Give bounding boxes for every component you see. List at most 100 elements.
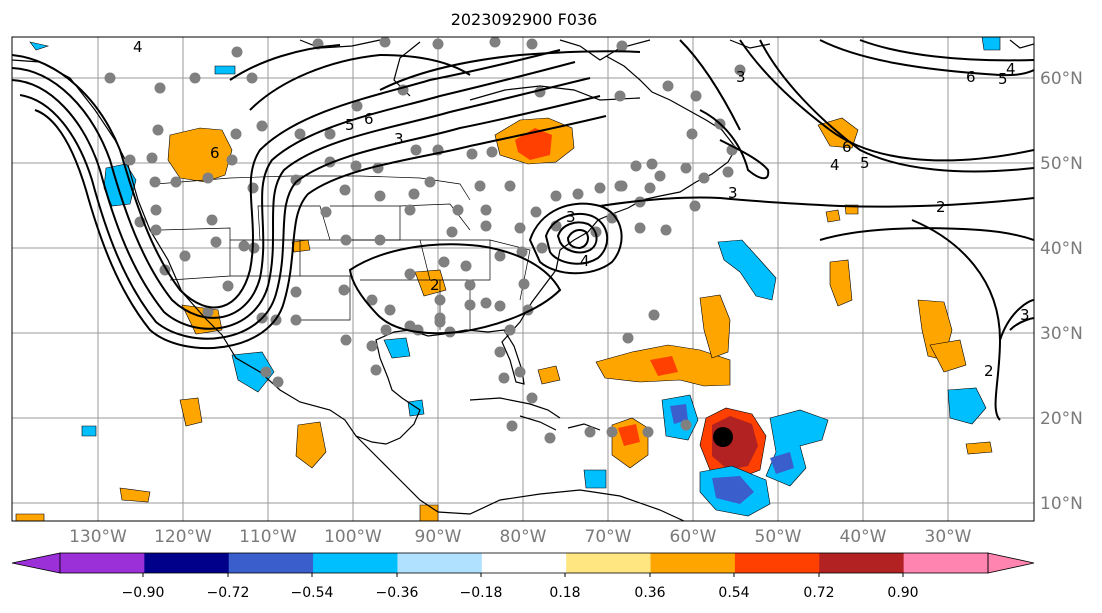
station-marker xyxy=(366,294,378,306)
station-marker xyxy=(494,250,506,262)
longitude-label: 70°W xyxy=(585,527,632,547)
latitude-label: 50°N xyxy=(1040,154,1083,174)
station-marker xyxy=(494,300,506,312)
station-marker xyxy=(594,182,606,194)
station-marker xyxy=(294,128,306,140)
station-marker xyxy=(434,294,446,306)
contour-label: 5 xyxy=(860,154,870,172)
station-marker xyxy=(410,144,422,156)
colorbar-tick-label: 0.90 xyxy=(887,585,918,601)
latitude-label: 60°N xyxy=(1040,69,1083,89)
station-marker xyxy=(408,188,420,200)
station-marker xyxy=(350,160,362,172)
station-marker xyxy=(474,180,486,192)
colorbar-frame xyxy=(59,552,989,574)
station-marker xyxy=(550,190,562,202)
station-marker xyxy=(379,37,391,48)
station-marker xyxy=(634,196,646,208)
colorbar-extend-max xyxy=(987,552,1035,574)
colorbar-segment xyxy=(60,553,145,573)
map-frame xyxy=(11,36,1035,522)
station-marker xyxy=(146,152,158,164)
station-marker xyxy=(516,246,528,258)
station-marker xyxy=(226,154,238,166)
station-marker xyxy=(248,242,260,254)
station-marker xyxy=(622,332,634,344)
latitude-label: 20°N xyxy=(1040,409,1083,429)
colorbar-segment xyxy=(819,553,905,573)
latitude-labels: 60°N 50°N 40°N 30°N 20°N 10°N xyxy=(1040,69,1083,514)
storm-center-marker xyxy=(713,427,733,447)
station-marker xyxy=(689,200,701,212)
station-marker xyxy=(530,206,542,218)
station-marker xyxy=(648,309,660,321)
station-marker xyxy=(460,260,472,272)
station-marker xyxy=(260,366,272,378)
station-marker xyxy=(654,170,666,182)
station-marker xyxy=(452,204,464,216)
station-marker xyxy=(606,426,618,438)
contour-label: 5 xyxy=(345,116,355,134)
station-marker xyxy=(222,280,234,292)
latitude-label: 40°N xyxy=(1040,239,1083,259)
station-marker xyxy=(698,172,710,184)
contour-label: 6 xyxy=(210,144,220,162)
positive-anomaly-areas xyxy=(15,117,993,521)
longitude-label: 50°W xyxy=(755,527,802,547)
negative-anomaly-areas xyxy=(29,37,1001,517)
colorbar-extend-min xyxy=(11,552,61,574)
station-marker xyxy=(370,364,382,376)
station-marker xyxy=(404,268,416,280)
station-marker xyxy=(210,236,222,248)
colorbar-segment xyxy=(313,553,398,573)
station-marker xyxy=(340,334,352,346)
station-marker xyxy=(202,306,214,318)
station-marker xyxy=(514,222,526,234)
station-marker xyxy=(150,224,162,236)
station-marker xyxy=(584,426,596,438)
longitude-label: 60°W xyxy=(670,527,717,547)
colorbar-segment xyxy=(734,553,820,573)
station-marker xyxy=(544,432,556,444)
station-marker xyxy=(489,37,501,48)
colorbar-tick-label: −0.72 xyxy=(207,585,250,601)
station-marker xyxy=(432,38,444,50)
station-marker xyxy=(734,64,746,76)
contour-label: 3 xyxy=(736,68,746,86)
longitude-labels: 130°W 120°W 110°W 100°W 90°W 80°W 70°W 60°W 50°W… xyxy=(69,527,972,547)
longitude-label: 110°W xyxy=(239,527,297,547)
station-marker xyxy=(438,256,450,268)
station-marker xyxy=(290,314,302,326)
station-marker xyxy=(498,372,510,384)
station-marker xyxy=(206,214,218,226)
station-marker xyxy=(256,120,268,132)
station-marker xyxy=(290,174,302,186)
station-marker xyxy=(374,234,386,246)
contour-label: 2 xyxy=(936,198,946,216)
station-marker xyxy=(189,72,201,84)
station-marker xyxy=(384,304,396,316)
station-marker xyxy=(480,220,492,232)
map-content: 6 5 6 3 3 4 2 2 4 5 6 6 5 4 3 3 3 2 4 xyxy=(12,37,1034,521)
colorbar xyxy=(11,552,1035,574)
station-marker xyxy=(494,346,506,358)
station-marker xyxy=(339,184,351,196)
station-marker xyxy=(272,376,284,388)
station-marker xyxy=(152,124,164,136)
contour-label: 6 xyxy=(364,110,374,128)
contour-label: 2 xyxy=(430,276,440,294)
station-marker xyxy=(446,226,458,238)
station-marker xyxy=(518,278,530,290)
station-marker xyxy=(506,420,518,432)
station-marker xyxy=(324,128,336,140)
state-borders xyxy=(155,175,531,330)
station-marker xyxy=(374,190,386,202)
station-marker xyxy=(404,204,416,216)
colorbar-segment xyxy=(903,553,989,573)
longitude-label: 80°W xyxy=(500,527,547,547)
station-marker xyxy=(247,182,259,194)
station-marker xyxy=(616,40,628,52)
station-marker xyxy=(486,146,498,158)
contour-label: 4 xyxy=(133,38,143,56)
station-marker xyxy=(690,90,702,102)
